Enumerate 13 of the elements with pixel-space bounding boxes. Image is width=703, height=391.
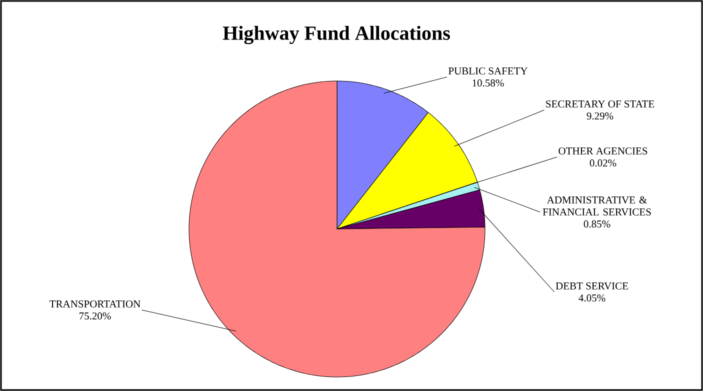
data-label: 75.20% <box>80 312 111 320</box>
slice-label: ADMINISTRATIVE & FINANCIAL SERVICES <box>542 196 651 216</box>
chart-title: Highway Fund Allocations <box>222 26 450 44</box>
data-label: 0.85% <box>584 220 610 228</box>
slice-label: OTHER AGENCIES <box>558 147 648 155</box>
slice-label: PUBLIC SAFETY <box>448 67 528 75</box>
data-label: 4.05% <box>578 294 606 302</box>
data-label: 10.58% <box>472 79 504 87</box>
slice-label: SECRETARY OF STATE <box>546 100 654 108</box>
data-label: 0.02% <box>590 159 616 167</box>
slice-label: DEBT SERVICE <box>556 282 628 290</box>
slice-label: TRANSPORTATION <box>50 300 140 308</box>
data-label: 9.29% <box>586 112 614 120</box>
